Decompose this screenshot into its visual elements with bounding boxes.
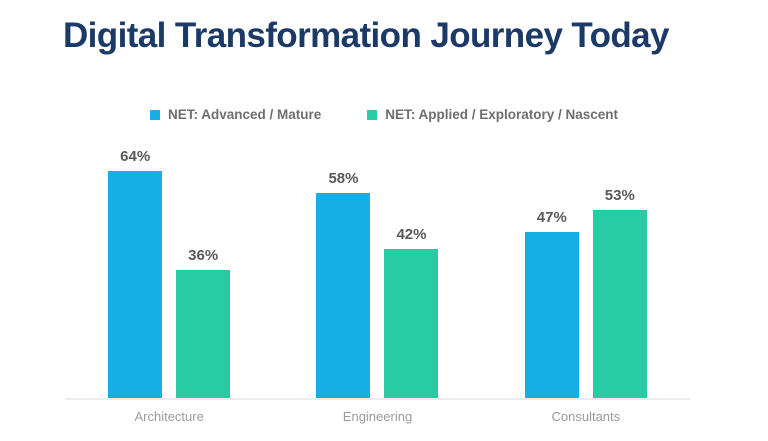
- bar-group-consultants: 47% 53% Consultants: [524, 187, 647, 424]
- bar-column: 36%: [176, 247, 231, 398]
- bar-value-label: 58%: [328, 169, 359, 187]
- legend-label-applied-exploratory-nascent: NET: Applied / Exploratory / Nascent: [385, 107, 619, 122]
- bar-value-label: 42%: [396, 226, 427, 244]
- bar: [524, 231, 579, 398]
- bar-value-label: 53%: [604, 187, 635, 205]
- chart-title: Digital Transformation Journey Today: [63, 16, 670, 55]
- legend-swatch-advanced-mature: [149, 109, 160, 120]
- legend-swatch-applied-exploratory-nascent: [367, 109, 378, 120]
- legend: NET: Advanced / Mature NET: Applied / Ex…: [0, 107, 768, 122]
- bar: [108, 171, 163, 398]
- bar: [592, 210, 647, 398]
- bar-column: 64%: [108, 148, 163, 398]
- category-label: Architecture: [134, 409, 204, 424]
- legend-item-advanced-mature: NET: Advanced / Mature: [149, 107, 322, 122]
- category-label: Engineering: [342, 409, 413, 424]
- bar: [316, 192, 371, 398]
- bar-column: 53%: [592, 187, 647, 398]
- category-label: Consultants: [551, 409, 621, 424]
- bar-value-label: 36%: [188, 247, 219, 265]
- bar-column: 58%: [316, 169, 371, 398]
- bar: [384, 249, 439, 398]
- legend-item-applied-exploratory-nascent: NET: Applied / Exploratory / Nascent: [367, 107, 618, 122]
- bar-column: 47%: [524, 208, 579, 398]
- bar-value-label: 64%: [120, 148, 151, 166]
- bar-column: 42%: [384, 226, 439, 398]
- legend-label-advanced-mature: NET: Advanced / Mature: [167, 107, 322, 122]
- bar: [176, 270, 231, 398]
- bar-group-engineering: 58% 42% Engineering: [316, 169, 439, 424]
- bar-group-architecture: 64% 36% Architecture: [108, 148, 231, 424]
- plot-area: 64% 36% Architecture 58% 42% Engineering 47% 53…: [65, 148, 690, 424]
- bar-value-label: 47%: [536, 208, 567, 226]
